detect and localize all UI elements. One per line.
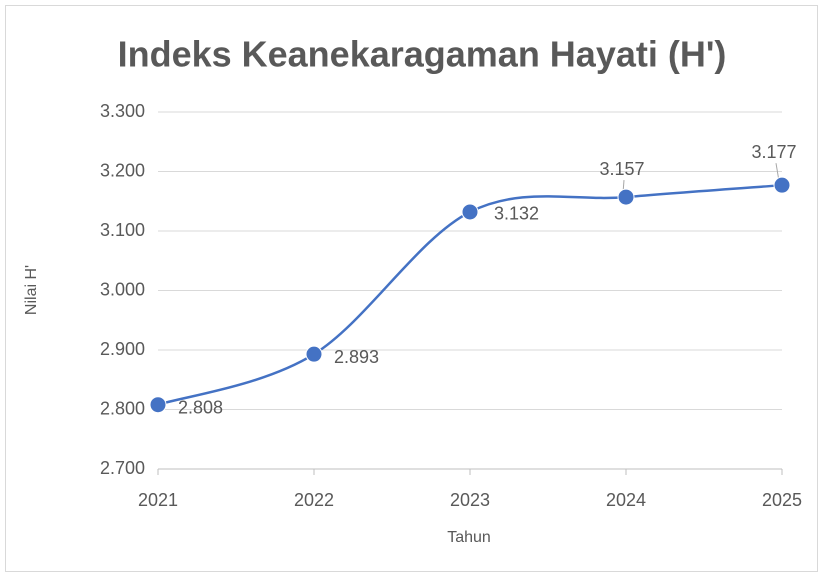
y-tick-label: 2.900	[100, 339, 145, 359]
x-tick-label: 2023	[450, 490, 490, 510]
y-axis-label: Nilai H'	[23, 265, 40, 315]
data-label: 3.157	[599, 159, 644, 179]
data-point	[617, 188, 635, 206]
data-label: 3.132	[494, 204, 539, 224]
chart-border	[5, 5, 818, 572]
y-tick-label: 2.700	[100, 458, 145, 478]
y-tick-label: 2.800	[100, 398, 145, 418]
x-tick-label: 2025	[762, 490, 802, 510]
y-tick-label: 3.000	[100, 279, 145, 299]
y-tick-label: 3.200	[100, 160, 145, 180]
y-tick-label: 3.100	[100, 220, 145, 240]
data-point	[461, 203, 479, 221]
y-tick-label: 3.300	[100, 101, 145, 121]
data-point	[149, 396, 167, 414]
x-tick-label: 2021	[138, 490, 178, 510]
x-tick-label: 2024	[606, 490, 646, 510]
data-point	[305, 345, 323, 363]
x-axis-label: Tahun	[447, 529, 491, 546]
data-label: 2.808	[178, 397, 223, 417]
data-label: 2.893	[334, 347, 379, 367]
chart-title: Indeks Keanekaragaman Hayati (H')	[118, 34, 727, 75]
data-point	[773, 176, 791, 194]
data-label: 3.177	[751, 142, 796, 162]
x-tick-label: 2022	[294, 490, 334, 510]
